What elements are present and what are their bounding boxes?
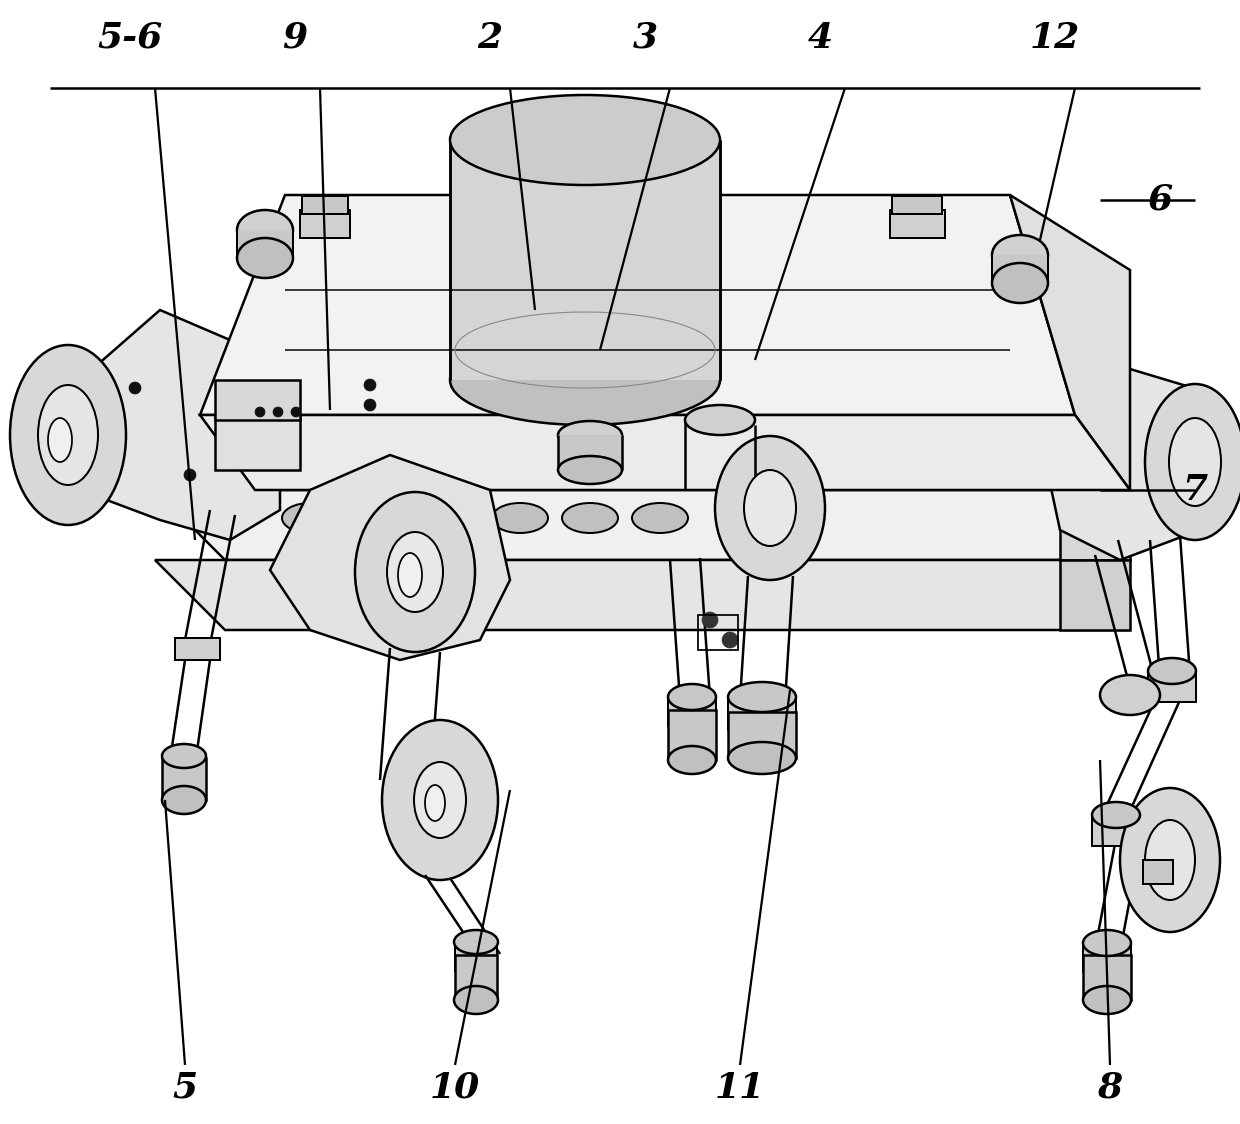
Bar [300, 210, 350, 238]
Text: 12: 12 [1030, 21, 1080, 55]
Polygon shape [558, 435, 622, 470]
Ellipse shape [1083, 986, 1131, 1014]
Ellipse shape [450, 96, 720, 185]
Polygon shape [668, 710, 715, 760]
Bar [728, 698, 796, 729]
Bar [1083, 944, 1131, 972]
Ellipse shape [237, 210, 293, 250]
Ellipse shape [387, 532, 443, 611]
Ellipse shape [184, 469, 196, 481]
Ellipse shape [38, 386, 98, 484]
Text: 4: 4 [807, 21, 832, 55]
Polygon shape [1060, 490, 1130, 560]
Bar [303, 196, 348, 214]
Polygon shape [200, 415, 1130, 490]
Polygon shape [200, 194, 1075, 415]
Polygon shape [237, 230, 293, 259]
Ellipse shape [281, 504, 339, 533]
Ellipse shape [255, 407, 265, 417]
Polygon shape [81, 310, 280, 540]
Text: 11: 11 [715, 1071, 765, 1105]
Polygon shape [1011, 194, 1130, 490]
Ellipse shape [668, 746, 715, 774]
Ellipse shape [273, 407, 283, 417]
Bar [1148, 672, 1197, 702]
Bar [890, 210, 945, 238]
Polygon shape [1060, 560, 1130, 629]
Bar [698, 615, 738, 650]
Text: 9: 9 [283, 21, 308, 55]
Polygon shape [450, 140, 720, 380]
Ellipse shape [1100, 676, 1159, 715]
Ellipse shape [715, 436, 825, 580]
Text: 2: 2 [477, 21, 502, 55]
Ellipse shape [492, 504, 548, 533]
Ellipse shape [702, 611, 718, 628]
Bar [175, 638, 219, 660]
Polygon shape [270, 455, 510, 660]
Bar [215, 380, 300, 420]
Polygon shape [992, 255, 1048, 283]
Ellipse shape [1145, 821, 1195, 900]
Ellipse shape [162, 786, 206, 814]
Ellipse shape [1169, 418, 1221, 506]
Ellipse shape [454, 930, 498, 954]
Ellipse shape [1083, 930, 1131, 957]
Bar [1143, 860, 1173, 883]
Text: 8: 8 [1097, 1071, 1122, 1105]
Ellipse shape [450, 335, 720, 425]
Text: 6: 6 [1147, 183, 1173, 217]
Ellipse shape [291, 407, 301, 417]
Bar [162, 758, 205, 788]
Ellipse shape [728, 682, 796, 711]
Ellipse shape [355, 492, 475, 652]
Ellipse shape [562, 504, 618, 533]
Text: 5-6: 5-6 [98, 21, 162, 55]
Polygon shape [455, 955, 497, 1000]
Ellipse shape [1145, 384, 1240, 540]
Ellipse shape [454, 986, 498, 1014]
Bar [1092, 816, 1140, 846]
Bar [892, 196, 942, 214]
Ellipse shape [1120, 788, 1220, 932]
Ellipse shape [237, 238, 293, 278]
Ellipse shape [992, 263, 1048, 303]
Ellipse shape [558, 456, 622, 484]
Text: 3: 3 [632, 21, 657, 55]
Ellipse shape [684, 405, 755, 435]
Bar [215, 415, 300, 470]
Ellipse shape [48, 418, 72, 462]
Ellipse shape [422, 504, 477, 533]
Ellipse shape [398, 553, 422, 597]
Ellipse shape [1092, 803, 1140, 828]
Text: 7: 7 [1183, 473, 1208, 507]
Ellipse shape [162, 744, 206, 768]
Bar [668, 698, 715, 726]
Ellipse shape [744, 470, 796, 546]
Ellipse shape [992, 235, 1048, 275]
Polygon shape [728, 711, 796, 758]
Polygon shape [155, 490, 1130, 560]
Ellipse shape [558, 422, 622, 448]
Text: 10: 10 [430, 1071, 480, 1105]
Text: 5: 5 [172, 1071, 197, 1105]
Polygon shape [1083, 955, 1131, 1000]
Ellipse shape [632, 504, 688, 533]
Ellipse shape [365, 379, 376, 391]
Ellipse shape [382, 720, 498, 880]
Polygon shape [1045, 360, 1215, 560]
Ellipse shape [728, 742, 796, 774]
Polygon shape [155, 560, 1130, 629]
Ellipse shape [352, 504, 408, 533]
Ellipse shape [129, 382, 141, 395]
Ellipse shape [10, 345, 126, 525]
Ellipse shape [668, 685, 715, 710]
Ellipse shape [365, 399, 376, 411]
Ellipse shape [1148, 658, 1197, 685]
Ellipse shape [722, 632, 738, 649]
Ellipse shape [425, 785, 445, 821]
Bar [455, 943, 497, 971]
Polygon shape [162, 758, 206, 800]
Ellipse shape [414, 762, 466, 839]
